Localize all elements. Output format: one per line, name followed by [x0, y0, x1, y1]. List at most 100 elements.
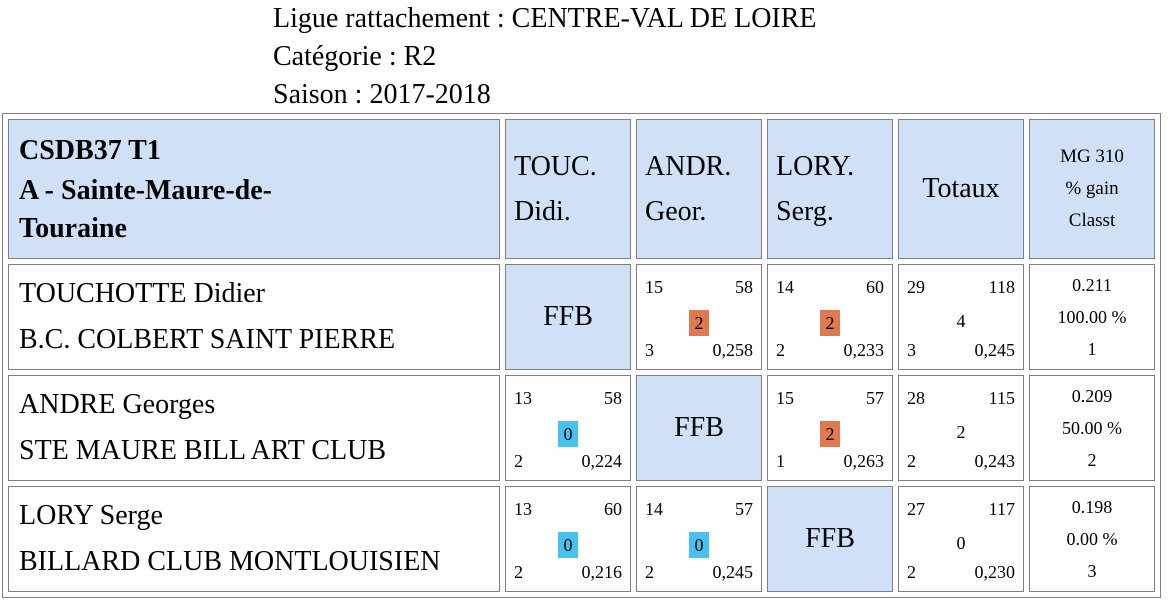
general-average: 0.209: [1071, 386, 1113, 406]
match-average: 0,233: [843, 340, 885, 360]
win-badge: 2: [820, 310, 840, 336]
player-cell: TOUCHOTTE Didier B.C. COLBERT SAINT PIER…: [8, 264, 500, 370]
match-average: 0,263: [843, 451, 885, 471]
total-points: 28: [907, 388, 925, 408]
saison-line: Saison : 2017-2018: [273, 79, 491, 110]
team-name: A - Sainte-Maure-de-Touraine: [19, 175, 272, 244]
col-mg-line2: % gain: [1065, 178, 1119, 199]
match-series: 2: [776, 340, 785, 360]
total-match-points: 4: [956, 311, 966, 331]
ffb-cell: FFB: [767, 486, 893, 592]
ffb-cell: FFB: [505, 264, 631, 370]
general-average: 0.211: [1072, 275, 1112, 295]
col-p1-line1: TOUC.: [514, 151, 597, 182]
player-club: STE MAURE BILL ART CLUB: [19, 435, 387, 466]
col-mg-line1: MG 310: [1060, 146, 1124, 167]
match-points: 15: [645, 277, 663, 297]
total-series: 2: [907, 562, 916, 582]
col-header-p1: TOUC. Didi.: [505, 119, 631, 259]
match-series: 2: [514, 451, 523, 471]
match-points: 13: [514, 388, 532, 408]
match-average: 0,224: [581, 451, 623, 471]
categorie-line: Catégorie : R2: [273, 41, 437, 72]
match-reprises: 57: [735, 499, 753, 519]
col-header-p3: LORY. Serg.: [767, 119, 893, 259]
win-badge: 2: [689, 310, 709, 336]
loss-badge: 0: [689, 532, 709, 558]
results-table: CSDB37 T1 A - Sainte-Maure-de-Touraine T…: [2, 113, 1161, 598]
total-average: 0,230: [974, 562, 1016, 582]
match-reprises: 60: [604, 499, 622, 519]
totals-cell: 29 118 4 3 0,245: [898, 264, 1024, 370]
player-name: LORY Serge: [19, 500, 163, 531]
match-cell: 15 58 2 3 0,258: [636, 264, 762, 370]
ranking: 3: [1087, 561, 1097, 581]
match-points: 14: [645, 499, 663, 519]
table-row: LORY Serge BILLARD CLUB MONTLOUISIEN 13 …: [8, 486, 1155, 592]
player-name: TOUCHOTTE Didier: [19, 278, 265, 309]
match-reprises: 58: [735, 277, 753, 297]
match-reprises: 57: [866, 388, 884, 408]
match-cell: 14 60 2 2 0,233: [767, 264, 893, 370]
totals-cell: 28 115 2 2 0,243: [898, 375, 1024, 481]
match-reprises: 58: [604, 388, 622, 408]
match-average: 0,258: [712, 340, 754, 360]
team-code: CSDB37 T1: [19, 135, 161, 166]
total-reprises: 117: [988, 499, 1015, 519]
match-cell: 15 57 2 1 0,263: [767, 375, 893, 481]
match-points: 15: [776, 388, 794, 408]
match-series: 2: [645, 562, 654, 582]
match-cell: 14 57 0 2 0,245: [636, 486, 762, 592]
col-mg-line3: Classt: [1068, 210, 1116, 231]
col-header-totaux: Totaux: [898, 119, 1024, 259]
page-header: Ligue rattachement : CENTRE-VAL DE LOIRE…: [273, 0, 817, 114]
player-name: ANDRE Georges: [19, 389, 216, 420]
ffb-cell: FFB: [636, 375, 762, 481]
loss-badge: 0: [558, 421, 578, 447]
win-percentage: 0.00 %: [1066, 529, 1118, 549]
col-header-mg: MG 310 % gain Classt: [1029, 119, 1155, 259]
ligue-line: Ligue rattachement : CENTRE-VAL DE LOIRE: [273, 3, 817, 34]
total-reprises: 118: [988, 277, 1015, 297]
total-match-points: 0: [956, 533, 966, 553]
loss-badge: 0: [558, 532, 578, 558]
player-cell: LORY Serge BILLARD CLUB MONTLOUISIEN: [8, 486, 500, 592]
match-points: 14: [776, 277, 794, 297]
match-series: 3: [645, 340, 654, 360]
ranking: 1: [1087, 339, 1097, 359]
total-series: 3: [907, 340, 916, 360]
total-series: 2: [907, 451, 916, 471]
col-p1-line2: Didi.: [514, 196, 571, 227]
col-p3-line2: Serg.: [776, 196, 834, 227]
total-reprises: 115: [988, 388, 1015, 408]
col-p2-line1: ANDR.: [645, 151, 732, 182]
match-cell: 13 58 0 2 0,224: [505, 375, 631, 481]
match-series: 2: [514, 562, 523, 582]
match-reprises: 60: [866, 277, 884, 297]
match-average: 0,216: [581, 562, 623, 582]
ranking: 2: [1087, 450, 1097, 470]
general-average: 0.198: [1071, 497, 1113, 517]
player-cell: ANDRE Georges STE MAURE BILL ART CLUB: [8, 375, 500, 481]
totals-cell: 27 117 0 2 0,230: [898, 486, 1024, 592]
team-header: CSDB37 T1 A - Sainte-Maure-de-Touraine: [8, 119, 500, 259]
table-row: ANDRE Georges STE MAURE BILL ART CLUB 13…: [8, 375, 1155, 481]
win-percentage: 50.00 %: [1062, 418, 1122, 438]
col-p3-line1: LORY.: [776, 151, 855, 182]
total-points: 29: [907, 277, 925, 297]
total-points: 27: [907, 499, 925, 519]
col-header-p2: ANDR. Geor.: [636, 119, 762, 259]
summary-cell: 0.211 100.00 % 1: [1029, 264, 1155, 370]
header-row: CSDB37 T1 A - Sainte-Maure-de-Touraine T…: [8, 119, 1155, 259]
total-average: 0,243: [974, 451, 1016, 471]
win-badge: 2: [820, 421, 840, 447]
col-p2-line2: Geor.: [645, 196, 707, 227]
match-average: 0,245: [712, 562, 754, 582]
player-club: BILLARD CLUB MONTLOUISIEN: [19, 546, 441, 577]
match-cell: 13 60 0 2 0,216: [505, 486, 631, 592]
win-percentage: 100.00 %: [1057, 307, 1127, 327]
summary-cell: 0.209 50.00 % 2: [1029, 375, 1155, 481]
match-points: 13: [514, 499, 532, 519]
table-row: TOUCHOTTE Didier B.C. COLBERT SAINT PIER…: [8, 264, 1155, 370]
total-average: 0,245: [974, 340, 1016, 360]
